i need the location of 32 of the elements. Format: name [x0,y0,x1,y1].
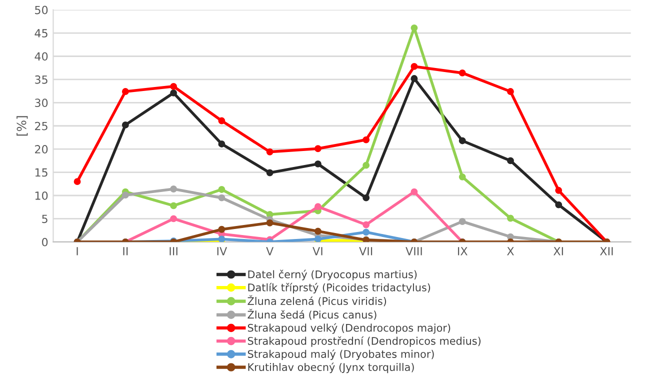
y-tick-label: 35 [35,75,48,84]
legend-label: Datel černý (Dryocopus martius) [248,270,417,280]
legend-label: Strakapoud malý (Dryobates minor) [248,349,434,360]
y-tick-label: 30 [35,98,48,108]
x-tick-label: IV [217,247,228,256]
x-tick-label: VII [359,247,372,256]
x-tick-label: XI [554,247,563,256]
legend-label: Krutihlav obecný (Jynx torquilla) [248,362,414,374]
y-axis-title: [%] [16,116,28,136]
y-tick-label: 50 [35,6,48,14]
legend-label: Strakapoud prostřední (Dendropicos medius) [248,336,481,347]
x-tick-label: III [170,247,178,256]
legend-label: Žluna zelená (Picus viridis) [248,295,386,306]
x-tick-label: IX [458,247,468,256]
x-tick-label: VI [312,247,322,256]
x-tick-label: VIII [406,247,422,256]
x-tick-label: V [266,247,274,256]
y-tick-label: 40 [34,52,48,61]
x-tick-label: X [507,247,514,256]
y-tick-label: 5 [42,214,48,224]
y-tick-label: 10 [35,191,48,200]
y-tick-label: 15 [35,168,48,177]
x-tick-label: I [76,247,78,256]
x-tick-label: XII [600,247,613,256]
y-tick-label: 45 [34,29,48,38]
y-tick-label: 0 [42,238,48,246]
y-tick-label: 25 [35,122,48,130]
legend-label: Žluna šedá (Picus canus) [248,308,376,320]
y-tick-label: 20 [35,145,48,154]
legend-label: Datlík tříprstý (Picoides tridactylus) [248,282,430,294]
x-tick-label: II [123,247,128,256]
legend-label: Strakapoud velký (Dendrocopos major) [248,323,450,334]
